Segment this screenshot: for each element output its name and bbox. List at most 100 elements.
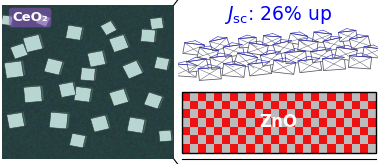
Bar — [352, 144, 360, 153]
Bar — [230, 109, 239, 118]
Polygon shape — [50, 112, 68, 129]
Bar — [206, 118, 214, 126]
Polygon shape — [76, 86, 94, 88]
Polygon shape — [80, 27, 85, 40]
Polygon shape — [157, 56, 171, 59]
Bar — [319, 109, 327, 118]
Bar — [271, 101, 279, 109]
Bar — [230, 135, 239, 144]
Polygon shape — [285, 51, 307, 64]
Polygon shape — [3, 15, 14, 16]
Bar — [336, 101, 344, 109]
Bar — [311, 101, 319, 109]
Polygon shape — [263, 36, 281, 46]
Bar — [214, 135, 222, 144]
Bar — [263, 144, 271, 153]
Bar — [344, 118, 352, 126]
Bar — [360, 92, 368, 101]
Polygon shape — [10, 43, 28, 59]
Polygon shape — [109, 87, 125, 93]
Polygon shape — [222, 64, 245, 77]
Polygon shape — [23, 85, 43, 87]
Polygon shape — [143, 119, 147, 133]
Polygon shape — [363, 47, 378, 58]
Bar — [336, 92, 344, 101]
Polygon shape — [102, 50, 107, 64]
Bar — [182, 153, 376, 159]
Polygon shape — [323, 37, 345, 51]
Bar — [254, 135, 263, 144]
Bar — [319, 92, 327, 101]
Bar — [182, 92, 376, 153]
Bar — [214, 92, 222, 101]
Bar — [246, 109, 254, 118]
Bar — [222, 135, 230, 144]
Bar — [287, 101, 295, 109]
Polygon shape — [142, 29, 157, 30]
Bar — [206, 92, 214, 101]
Bar — [279, 92, 287, 101]
Polygon shape — [130, 117, 147, 120]
Polygon shape — [36, 14, 51, 27]
Bar — [198, 109, 206, 118]
Polygon shape — [90, 114, 107, 119]
Bar — [182, 144, 190, 153]
Polygon shape — [150, 17, 163, 19]
Polygon shape — [89, 88, 94, 102]
Polygon shape — [197, 48, 218, 61]
Polygon shape — [74, 86, 91, 102]
Polygon shape — [23, 34, 43, 52]
Polygon shape — [44, 58, 63, 75]
Bar — [263, 92, 271, 101]
Bar — [214, 109, 222, 118]
Bar — [239, 126, 246, 135]
Bar — [327, 109, 336, 118]
Polygon shape — [73, 81, 77, 95]
Bar — [319, 135, 327, 144]
Polygon shape — [11, 16, 14, 26]
Bar — [198, 144, 206, 153]
Bar — [263, 109, 271, 118]
Bar — [246, 118, 254, 126]
Polygon shape — [124, 87, 130, 102]
Polygon shape — [239, 37, 257, 48]
Bar — [230, 92, 239, 101]
Bar — [222, 126, 230, 135]
Bar — [246, 126, 254, 135]
Polygon shape — [174, 64, 197, 77]
Bar — [344, 135, 352, 144]
Bar — [182, 109, 190, 118]
Bar — [295, 126, 303, 135]
Bar — [295, 101, 303, 109]
Polygon shape — [136, 59, 144, 73]
Bar — [254, 144, 263, 153]
Bar — [190, 109, 198, 118]
Bar — [206, 126, 214, 135]
Bar — [182, 92, 190, 101]
Bar — [295, 109, 303, 118]
Bar — [311, 118, 319, 126]
Bar — [352, 118, 360, 126]
Bar — [230, 144, 239, 153]
Bar — [222, 101, 230, 109]
Polygon shape — [167, 59, 171, 70]
Bar — [254, 109, 263, 118]
Bar — [295, 144, 303, 153]
Bar — [368, 135, 376, 144]
Polygon shape — [159, 129, 172, 131]
Bar — [206, 135, 214, 144]
Polygon shape — [298, 59, 322, 73]
Polygon shape — [40, 14, 52, 18]
Bar — [246, 101, 254, 109]
Bar — [190, 118, 198, 126]
Polygon shape — [272, 60, 296, 74]
Bar — [190, 92, 198, 101]
Polygon shape — [109, 35, 129, 52]
Polygon shape — [288, 33, 308, 45]
Polygon shape — [21, 60, 26, 76]
Polygon shape — [260, 52, 284, 66]
Polygon shape — [7, 111, 24, 115]
Bar — [327, 118, 336, 126]
Bar — [222, 118, 230, 126]
Bar — [344, 101, 352, 109]
